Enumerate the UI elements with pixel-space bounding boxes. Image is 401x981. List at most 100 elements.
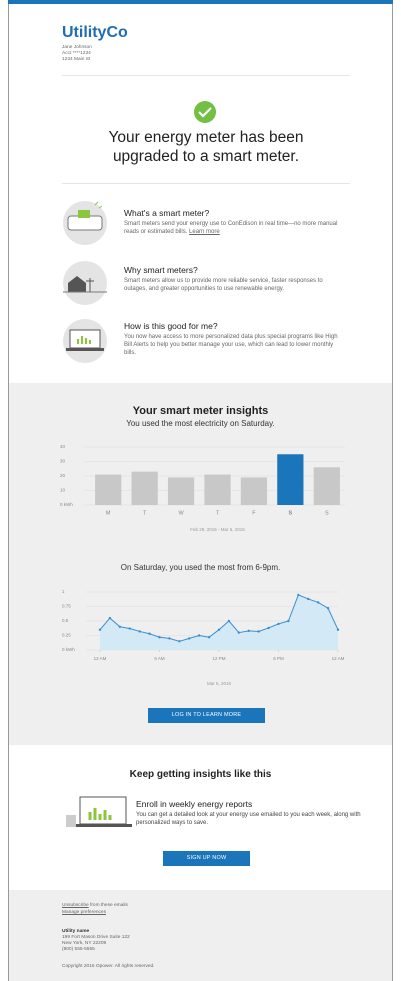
bar [277, 454, 304, 505]
x-tick-label: 12 AM [94, 656, 107, 661]
feature-body: Smart meters send your energy use to Con… [124, 220, 339, 236]
x-axis-label: Mar 5, 2016 [207, 681, 232, 686]
y-tick-label: 0.75 [62, 604, 71, 609]
account: Acct ****1234 [62, 51, 91, 56]
check-badge [194, 101, 216, 123]
point [158, 636, 161, 639]
point [98, 628, 102, 631]
feature-title: How is this good for me? [124, 321, 218, 331]
x-tick-label: M [106, 510, 111, 516]
bar [95, 474, 122, 505]
insights-title: Your smart meter insights [132, 405, 269, 417]
brand: UtilityCo [62, 24, 128, 41]
y-tick-label: 40 [60, 444, 66, 449]
point [108, 616, 112, 620]
unsubscribe-link[interactable]: Unsubscribe [62, 903, 89, 908]
utility-city: New York, NY 22209 [62, 941, 107, 946]
y-tick-label: 0 kWh [62, 647, 75, 652]
preferences-link[interactable]: Manage preferences [62, 910, 106, 915]
point [207, 636, 211, 639]
utility-address: 199 Fort Mason Drive Suite 122 [62, 935, 130, 940]
point [188, 637, 191, 640]
y-tick-label: 0.5 [62, 618, 69, 623]
x-axis-label: Feb 29, 2016 - Mar 6, 2016 [190, 527, 245, 532]
y-tick-label: 1 [62, 589, 65, 594]
bar [131, 471, 158, 505]
x-tick-label: S [289, 510, 293, 516]
frame [8, 0, 393, 981]
y-tick-label: 0 kWh [60, 502, 73, 507]
point [138, 630, 141, 633]
x-tick-label: S [325, 510, 329, 516]
enroll-heading: Enroll in weekly energy reports [136, 799, 253, 809]
login-button[interactable]: LOG IN TO LEARN MORE [148, 708, 265, 723]
insights-section [9, 383, 392, 745]
bar [240, 477, 268, 505]
house-icon [63, 261, 107, 305]
utility-name: Utility name [62, 929, 90, 934]
hero-title: Your energy meter has been upgraded to a… [108, 129, 304, 165]
x-tick-label: 6 PM [273, 656, 284, 661]
enroll-body: You can get a detailed look at your ener… [136, 812, 361, 826]
unsubscribe-line: Unsubscribe from these emails [62, 903, 128, 908]
y-tick-label: 20 [60, 473, 66, 478]
copyright: Copyright 2016 Opower. All rights reserv… [62, 964, 155, 969]
point [227, 619, 231, 623]
point [336, 628, 340, 631]
divider [62, 183, 350, 184]
point [197, 634, 201, 637]
feature-title: What's a smart meter? [124, 208, 210, 218]
point [307, 597, 310, 601]
enroll-title: Keep getting insights like this [129, 769, 272, 780]
point [316, 601, 320, 604]
charts: 0 kWh 10 20 30 40 M T W T F S S Feb 29, 2016 - Mar 6… [60, 444, 345, 686]
point [287, 619, 290, 623]
line-chart-title: On Saturday, you used the most from 6-9p… [120, 563, 281, 572]
top-bar [8, 0, 393, 4]
point [257, 630, 260, 633]
x-tick-label: T [216, 510, 220, 516]
point [118, 625, 122, 628]
x-tick-label: 6 AM [154, 656, 165, 661]
bar [204, 474, 231, 505]
x-tick-label: 12 PM [212, 656, 225, 661]
bar [313, 467, 340, 505]
customer-name: Jane Johnson [62, 45, 92, 50]
feature-body: You now have access to more personalized… [124, 334, 338, 356]
laptop-icon [63, 319, 107, 363]
y-tick-label: 30 [60, 459, 66, 464]
point [148, 632, 151, 635]
feature-text: Smart meters send your energy use to Con… [124, 221, 338, 235]
signup-button[interactable]: SIGN UP NOW [163, 851, 250, 866]
point [297, 593, 300, 597]
x-tick-label: T [143, 510, 147, 516]
feature-title: Why smart meters? [124, 265, 198, 275]
point [267, 626, 270, 630]
area [100, 594, 338, 650]
insights-subtitle: You used the most electricity on Saturda… [126, 419, 275, 428]
point [277, 622, 280, 626]
meter-icon [63, 201, 107, 245]
learn-more-link[interactable]: Learn more [189, 229, 220, 235]
point [247, 629, 250, 633]
check-icon [198, 107, 212, 118]
address: 1234 Main St [62, 57, 91, 62]
x-tick-label: F [252, 510, 256, 516]
point [168, 637, 171, 640]
feature-body: Smart meters allow us to provide more re… [124, 278, 323, 292]
utility-phone: (800) 555-5555 [62, 947, 95, 952]
footer-section [9, 890, 392, 981]
x-tick-label: 12 AM [332, 656, 345, 661]
point [128, 627, 131, 630]
y-tick-label: 10 [60, 488, 66, 493]
point [237, 631, 241, 634]
x-tick-label: W [178, 510, 184, 516]
divider [62, 75, 350, 76]
point [217, 628, 221, 631]
point [178, 640, 181, 643]
bar [167, 477, 195, 505]
y-tick-label: 0.25 [62, 633, 71, 638]
unsubscribe-text: from these emails [88, 903, 128, 908]
point [326, 607, 330, 610]
